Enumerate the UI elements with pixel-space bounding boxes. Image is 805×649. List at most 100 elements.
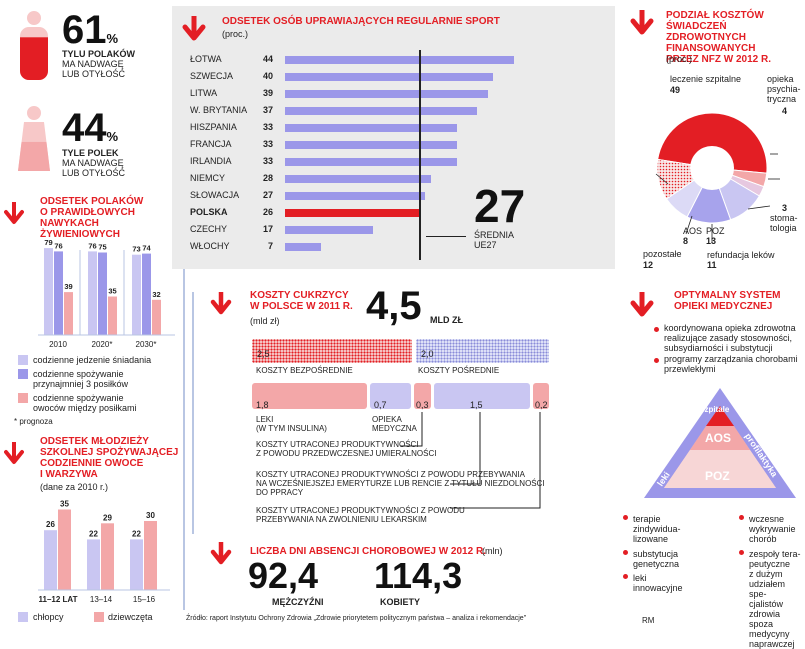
pie-chart: [655, 112, 780, 242]
cost-care-bar: [370, 383, 411, 409]
pyramid-aos: AOS: [705, 431, 732, 445]
woman-silhouette-icon: [18, 106, 50, 171]
down-arrow-icon: [4, 442, 24, 464]
youth-value-label: 22: [89, 529, 98, 538]
pyramid-hospitals: szpitale: [700, 405, 730, 414]
sport-value-label: 37: [262, 105, 273, 115]
pie-label-drugs: refundacja leków: [707, 250, 775, 260]
legend-fruit: codzienne spożywanie owoców między posiłk…: [33, 393, 137, 413]
legend-boys: chłopcy: [33, 612, 64, 622]
pie-leader-line: [747, 205, 771, 210]
pie-value-poz: 13: [706, 236, 717, 246]
eu-average-value: 27: [474, 180, 526, 232]
bullet-icon: [654, 358, 659, 363]
habits-bar: [98, 252, 107, 335]
youth-value-label: 35: [60, 500, 69, 509]
source-note: Źródło: raport Instytutu Ochrony Zdrowia…: [186, 615, 527, 622]
system-right-1: wczesne wykrywanie chorób: [749, 514, 796, 544]
forecast-note: * prognoza: [14, 417, 53, 426]
habits-value-label: 73: [132, 245, 140, 254]
pie-label-poz: POZ: [706, 226, 725, 236]
indirect-cost-bar: [416, 339, 549, 363]
habits-value-label: 35: [108, 287, 116, 296]
absence-unit: (mln): [482, 546, 503, 556]
man-silhouette-icon: [20, 11, 48, 80]
pie-value-drugs: 11: [707, 260, 717, 270]
sport-category-label: POLSKA: [190, 207, 228, 217]
sport-bar: [285, 192, 426, 200]
down-arrow-icon: [4, 202, 24, 224]
note-pension: KOSZTY UTRACONEJ PRODUKTYWNOŚCI Z POWODU…: [256, 470, 545, 497]
sport-value-label: 40: [262, 71, 273, 81]
youth-value-label: 30: [146, 511, 155, 520]
habits-value-label: 39: [64, 282, 72, 291]
diabetes-title: KOSZTY CUKRZYCY W POLSCE W 2011 R.: [250, 290, 353, 312]
sport-value-label: 39: [262, 88, 273, 98]
sport-value-label: 44: [262, 54, 273, 64]
eu-average-line: [419, 50, 421, 260]
sport-bar: [285, 90, 488, 98]
sport-category-label: IRLANDIA: [190, 156, 232, 166]
sport-value-label: 26: [262, 207, 273, 217]
system-bullet-1: koordynowana opieka zdrowotna realizujące…: [664, 323, 796, 353]
pie-title: PODZIAŁ KOSZTÓW ŚWIADCZEŃ ZDROWOTNYCH FINA…: [666, 10, 772, 65]
pie-value-dent: 3: [782, 203, 788, 213]
indirect-cost-label: KOSZTY POŚREDNIE: [418, 366, 500, 375]
direct-cost-value: 2,5: [257, 349, 270, 359]
cost-care-label: OPIEKA MEDYCZNA: [372, 415, 417, 433]
absence-men-label: MĘŻCZYŹNI: [272, 597, 324, 607]
eu-average-label: ŚREDNIA UE27: [474, 230, 515, 250]
obesity-men-line1: TYLU POLAKÓW: [62, 49, 135, 59]
sport-category-label: SZWECJA: [190, 71, 234, 81]
habits-year-label: 2030*: [136, 340, 157, 349]
sport-category-label: ŁOTWA: [190, 54, 222, 64]
pie-label-psych: opieka psychia-tryczna: [767, 74, 801, 104]
sport-value-label: 33: [262, 156, 273, 166]
habits-bar: [88, 251, 97, 335]
sport-category-label: SŁOWACJA: [190, 190, 240, 200]
cost-mortality-bar: [414, 383, 431, 409]
obesity-women-value: 44%: [62, 106, 119, 150]
youth-age-label: 11–12 LAT: [39, 595, 78, 604]
pie-hole: [690, 146, 734, 190]
youth-bar: [58, 509, 71, 590]
direct-cost-bar: [252, 339, 412, 363]
youth-age-label: 13–14: [90, 595, 113, 604]
down-arrow-icon: [210, 542, 232, 565]
sport-category-label: CZECHY: [190, 224, 228, 234]
pie-leader-line: [655, 173, 669, 185]
cost-drugs-label: LEKI (W TYM INSULINA): [256, 415, 327, 433]
diabetes-connectors: [400, 412, 541, 509]
sport-category-label: WŁOCHY: [190, 241, 230, 251]
cost-pension-value: 1,5: [470, 400, 483, 410]
pie-label-hospital: leczenie szpitalne: [670, 74, 742, 84]
cost-drugs-bar: [252, 383, 367, 409]
diabetes-unit: (mld zł): [250, 316, 280, 326]
divider-left: [183, 248, 185, 610]
youth-title: ODSETEK MŁODZIEŻY SZKOLNEJ SPOŻYWAJĄCEJ CO…: [40, 436, 179, 480]
sport-category-label: W. BRYTANIA: [190, 105, 248, 115]
absence-title: LICZBA DNI ABSENCJI CHOROBOWEJ W 2012 R.: [250, 546, 486, 557]
cost-sickleave-value: 0,2: [535, 400, 548, 410]
obesity-women-line3: LUB OTYŁOŚĆ: [62, 168, 126, 178]
obesity-women-line2: MA NADWAGĘ: [62, 158, 124, 168]
sport-bar: [285, 243, 322, 251]
youth-chart: 26 35 11–12 LAT 22 29 13–14 22 30 15–16: [38, 500, 170, 604]
cost-drugs-value: 1,8: [256, 400, 269, 410]
bullet-icon: [623, 574, 628, 579]
diabetes-total-unit: MLD ZŁ: [430, 315, 463, 325]
obesity-women-line1: TYLE POLEK: [62, 148, 119, 158]
habits-year-label: 2010: [49, 340, 67, 349]
habits-bar: [142, 253, 151, 335]
down-arrow-icon: [630, 292, 654, 317]
legend-swatch-breakfast: [18, 355, 28, 365]
pie-label-other: pozostałe: [643, 249, 682, 259]
sport-bar: [285, 56, 514, 64]
youth-value-label: 29: [103, 513, 112, 522]
absence-women-value: 114,3: [374, 555, 463, 596]
sport-category-label: FRANCJA: [190, 139, 232, 149]
habits-bar: [108, 296, 117, 335]
pie-label-aos: AOS: [683, 226, 703, 236]
bullet-icon: [739, 515, 744, 520]
sport-bar: [285, 226, 374, 234]
